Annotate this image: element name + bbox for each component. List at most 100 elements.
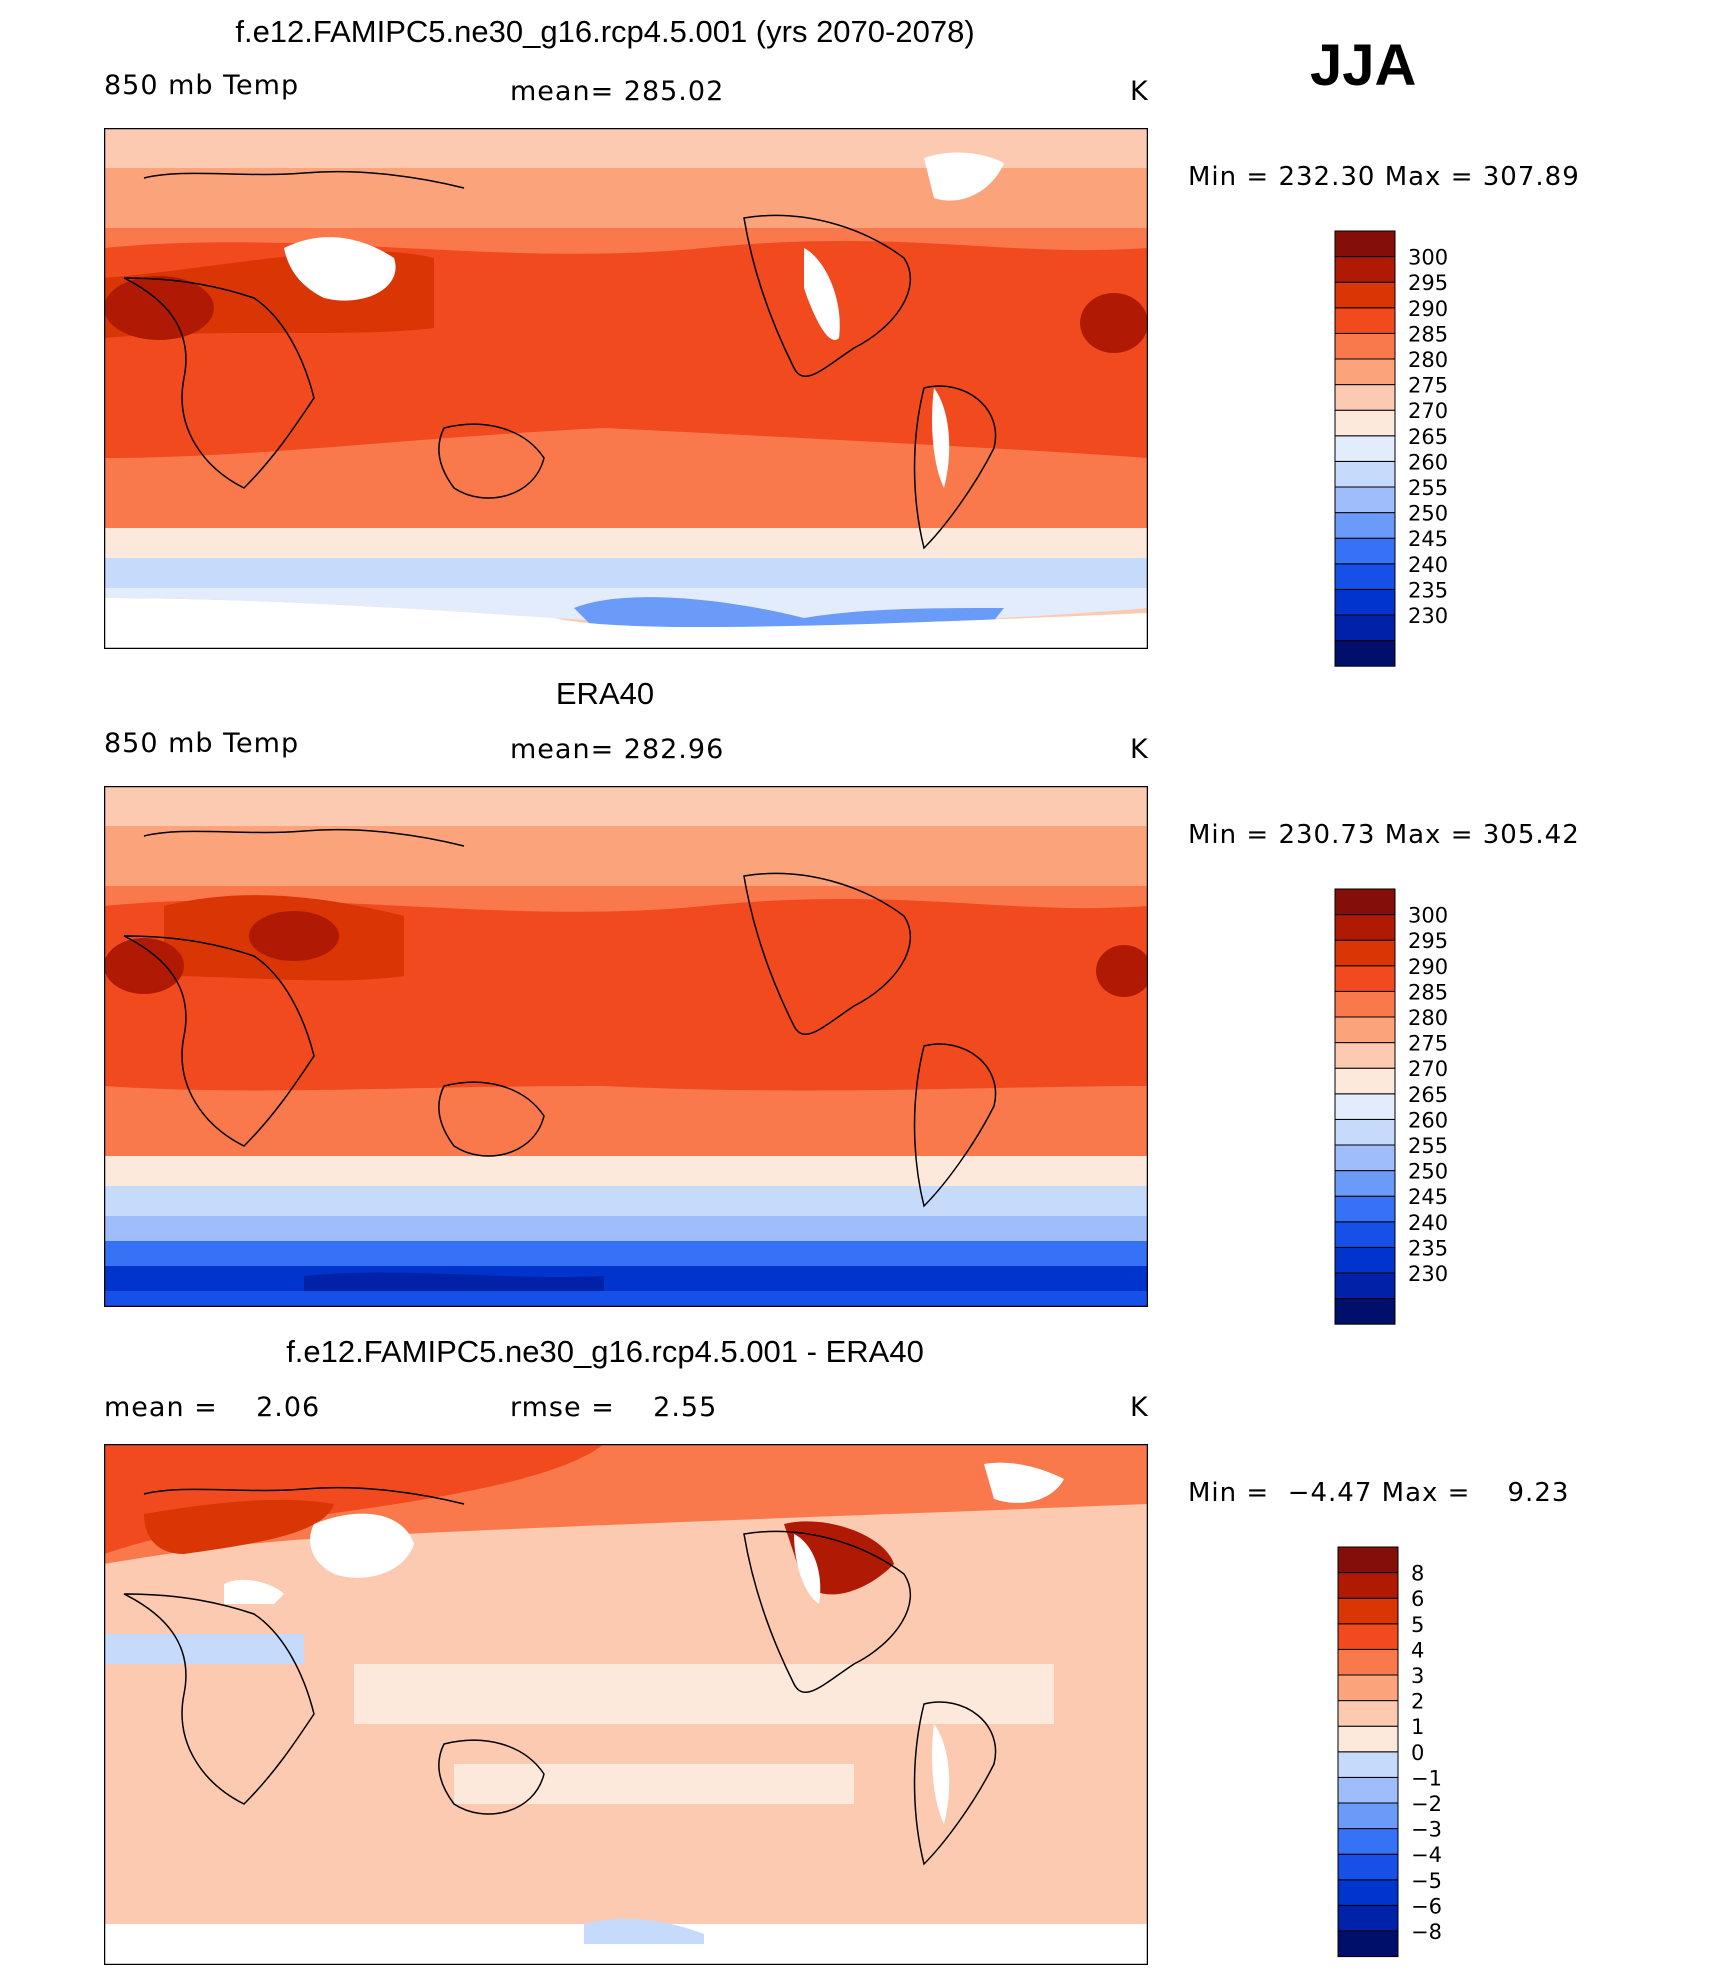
- colorbar-tick-label: −1: [1411, 1766, 1442, 1790]
- colorbar-tick-label: 290: [1408, 297, 1448, 321]
- colorbar-tick-label: 300: [1408, 246, 1448, 270]
- colorbar-segment: [1334, 332, 1396, 360]
- colorbar-segment: [1337, 1725, 1399, 1753]
- colorbar-segment: [1334, 358, 1396, 386]
- panel2-colorbar: 300 295 290 285 280 275 270 265 260 255 250 245 240 2…: [1334, 888, 1484, 1343]
- panel1-mean-label: mean= 285.02: [510, 76, 725, 107]
- colorbar-tick-label: −2: [1411, 1792, 1442, 1816]
- colorbar-segment: [1334, 384, 1396, 411]
- colorbar-tick-label: 0: [1411, 1741, 1424, 1765]
- panel3-map: [104, 1444, 1148, 1965]
- colorbar-segment: [1334, 614, 1396, 642]
- colorbar-tick-label: 230: [1408, 1262, 1448, 1286]
- colorbar-segment: [1334, 281, 1396, 309]
- colorbar-tick-label: 235: [1408, 578, 1448, 602]
- panel3-rmse-label: rmse = 2.55: [510, 1392, 718, 1423]
- panel2-map: [104, 786, 1148, 1307]
- colorbar-segment: [1334, 1093, 1396, 1120]
- colorbar-segment: [1337, 1648, 1399, 1676]
- panel1-title: f.e12.FAMIPC5.ne30_g16.rcp4.5.001 (yrs 2…: [235, 14, 975, 49]
- colorbar-segment: [1334, 1067, 1396, 1095]
- panel3-colorbar: 8 6 5 4 3 2 1 0 −1 −2 −3 −4 −5 −6 −8: [1337, 1546, 1487, 1975]
- colorbar-tick-label: −5: [1411, 1869, 1442, 1893]
- colorbar-segment: [1334, 1272, 1396, 1300]
- colorbar-tick-label: 270: [1408, 1057, 1448, 1081]
- colorbar-segment: [1337, 1879, 1399, 1906]
- colorbar-tick-label: 255: [1408, 1134, 1448, 1158]
- colorbar-segment: [1334, 1144, 1396, 1172]
- bar1-svg: 3002952902852802752702652602552502452402…: [1334, 888, 1448, 1325]
- colorbar-tick-label: 6: [1411, 1587, 1424, 1611]
- colorbar-segment: [1334, 563, 1396, 590]
- colorbar-segment: [1334, 1246, 1396, 1274]
- colorbar-segment: [1334, 1118, 1396, 1146]
- colorbar-segment: [1334, 230, 1396, 258]
- colorbar-segment: [1334, 1170, 1396, 1197]
- colorbar-segment: [1334, 435, 1396, 462]
- colorbar-tick-label: 295: [1408, 271, 1448, 295]
- colorbar-segment: [1334, 256, 1396, 283]
- colorbar-tick-label: −3: [1411, 1818, 1442, 1842]
- colorbar-segment: [1337, 1700, 1399, 1727]
- colorbar-segment: [1334, 307, 1396, 334]
- colorbar-tick-label: 5: [1411, 1613, 1424, 1637]
- colorbar-segment: [1334, 965, 1396, 992]
- colorbar-tick-label: 255: [1408, 476, 1448, 500]
- colorbar-tick-label: 240: [1408, 553, 1448, 577]
- colorbar-segment: [1337, 1802, 1399, 1830]
- colorbar-segment: [1334, 914, 1396, 941]
- colorbar-tick-label: 1: [1411, 1715, 1424, 1739]
- panel1-variable-label: 850 mb Temp: [104, 70, 300, 101]
- colorbar-segment: [1334, 1195, 1396, 1223]
- panel2-mean-label: mean= 282.96: [510, 734, 725, 765]
- colorbar-segment: [1337, 1776, 1399, 1804]
- season-label: JJA: [1310, 33, 1417, 98]
- colorbar-segment: [1334, 588, 1396, 616]
- colorbar-segment: [1334, 888, 1396, 916]
- colorbar-tick-label: 275: [1408, 374, 1448, 398]
- colorbar-segment: [1337, 1930, 1399, 1958]
- colorbar-tick-label: −8: [1411, 1920, 1442, 1944]
- colorbar-segment: [1334, 512, 1396, 539]
- colorbar-segment: [1334, 640, 1396, 667]
- colorbar-tick-label: 265: [1408, 1083, 1448, 1107]
- colorbar-segment: [1334, 460, 1396, 488]
- colorbar-segment: [1334, 990, 1396, 1018]
- colorbar-tick-label: 2: [1411, 1690, 1424, 1714]
- colorbar-segment: [1337, 1828, 1399, 1855]
- colorbar-segment: [1334, 1016, 1396, 1044]
- colorbar-segment: [1337, 1623, 1399, 1650]
- colorbar-segment: [1337, 1904, 1399, 1932]
- colorbar-tick-label: −4: [1411, 1843, 1442, 1867]
- colorbar-tick-label: 260: [1408, 1108, 1448, 1132]
- colorbar-segment: [1337, 1853, 1399, 1881]
- panel1-map: [104, 128, 1148, 649]
- colorbar-tick-label: 250: [1408, 1160, 1448, 1184]
- colorbar-segment: [1334, 486, 1396, 514]
- colorbar-segment: [1334, 1042, 1396, 1069]
- panel2-units: K: [1130, 734, 1149, 765]
- colorbar-segment: [1337, 1597, 1399, 1625]
- colorbar-tick-label: 265: [1408, 425, 1448, 449]
- panel3-units: K: [1130, 1392, 1149, 1423]
- colorbar-segment: [1337, 1546, 1399, 1574]
- colorbar-tick-label: 290: [1408, 955, 1448, 979]
- colorbar-segment: [1334, 1221, 1396, 1248]
- colorbar-segment: [1334, 939, 1396, 967]
- colorbar-tick-label: 280: [1408, 1006, 1448, 1030]
- panel3-title: f.e12.FAMIPC5.ne30_g16.rcp4.5.001 - ERA4…: [286, 1334, 924, 1369]
- panel2-title: ERA40: [555, 676, 655, 711]
- colorbar-segment: [1334, 409, 1396, 437]
- panel3-mean-label: mean = 2.06: [104, 1392, 321, 1423]
- colorbar-tick-label: 260: [1408, 450, 1448, 474]
- colorbar-tick-label: 275: [1408, 1032, 1448, 1056]
- colorbar-tick-label: 295: [1408, 929, 1448, 953]
- colorbar-tick-label: 3: [1411, 1664, 1424, 1688]
- colorbar-tick-label: 235: [1408, 1236, 1448, 1260]
- colorbar-tick-label: 245: [1408, 527, 1448, 551]
- colorbar-tick-label: 285: [1408, 322, 1448, 346]
- panel2-min-max: Min = 230.73 Max = 305.42: [1188, 820, 1580, 850]
- panel1-colorbar: 300 295 290 285 280 275 270 265 260 255 250 245 240 2…: [1334, 230, 1484, 685]
- colorbar-tick-label: 230: [1408, 604, 1448, 628]
